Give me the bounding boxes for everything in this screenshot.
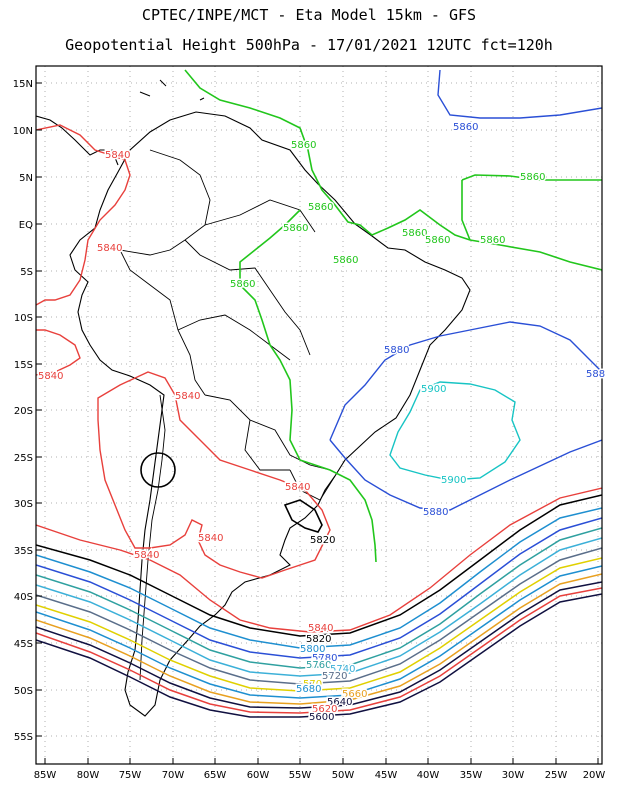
contour-label: 5880 (423, 507, 448, 518)
lat-label: 55S (14, 732, 33, 743)
map-title: CPTEC/INPE/MCT - Eta Model 15km - GFS (141, 6, 477, 24)
contour-label: 5900 (441, 475, 466, 486)
contour-label: 5860 (291, 140, 316, 151)
contour-label: 570 (303, 679, 322, 690)
lon-label: 75W (119, 770, 142, 781)
lat-label: 30S (14, 499, 33, 510)
lon-label: 20W (583, 770, 606, 781)
lat-label: 20S (14, 406, 33, 417)
lat-label: 15S (14, 360, 33, 371)
contour-label: 5880 (384, 345, 409, 356)
lon-label: 60W (247, 770, 270, 781)
contour-label: 5860 (308, 202, 333, 213)
contour-label: 5860 (283, 223, 308, 234)
contour-label: 5800 (300, 644, 325, 655)
contour-label: 5820 (306, 634, 331, 645)
contour-label: 5620 (312, 704, 337, 715)
contour-5880-blue (329, 69, 602, 511)
contour-5860-green (184, 69, 602, 563)
map-frame (35, 65, 603, 765)
contour-label: 5840 (97, 243, 122, 254)
contour-label: 5860 (333, 255, 358, 266)
lat-label: 40S (14, 592, 33, 603)
coastline-south-america (69, 111, 471, 717)
contour-label: 5860 (425, 235, 450, 246)
lon-label: 45W (375, 770, 398, 781)
contour-label: 5660 (342, 689, 367, 700)
lon-label: 40W (417, 770, 440, 781)
lon-label: 80W (77, 770, 100, 781)
contour-label: 5680 (296, 684, 321, 695)
contour-band-southern (36, 494, 602, 718)
contour-label: 5840 (134, 550, 159, 561)
lat-labels: 15N 10N 5N EQ 5S 10S 15S 20S 25S 30S 35S… (13, 79, 33, 743)
lat-label: 45S (14, 639, 33, 650)
lat-label: 25S (14, 453, 33, 464)
contour-label: 5860 (480, 235, 505, 246)
contour-label: 5740 (330, 664, 355, 675)
lon-label: 65W (204, 770, 227, 781)
contour-label: 588 (586, 369, 605, 380)
contour-label: 5780 (312, 653, 337, 664)
coastline-central-america (36, 115, 119, 166)
contour-label: 5840 (285, 482, 310, 493)
lat-label: 35S (14, 546, 33, 557)
contour-label: 5860 (520, 172, 545, 183)
contour-label: 5900 (421, 384, 446, 395)
contour-label: 5840 (175, 391, 200, 402)
contour-label: 5860 (402, 228, 427, 239)
contour-closed-5820 (283, 499, 323, 533)
lat-label: EQ (19, 220, 33, 231)
contour-label: 5840 (198, 533, 223, 544)
lat-label: 5N (19, 173, 33, 184)
contour-label: 5600 (309, 712, 334, 723)
lon-label: 25W (545, 770, 568, 781)
lat-label: 15N (13, 79, 33, 90)
lon-labels: 85W 80W 75W 70W 65W 60W 55W 50W 45W 40W … (34, 770, 606, 781)
contour-5900-cyan (389, 381, 521, 481)
contour-label: 5860 (453, 122, 478, 133)
contour-labels: 5860 5860 5860 5860 5860 5860 5860 5860 … (37, 121, 607, 725)
contour-label: 5640 (327, 697, 352, 708)
lon-label: 70W (162, 770, 185, 781)
contour-label: 5840 (38, 371, 63, 382)
lon-label: 50W (332, 770, 355, 781)
contour-5840-red (36, 124, 602, 633)
lat-label: 10S (14, 313, 33, 324)
contour-label: 5840 (105, 150, 130, 161)
lon-label: 85W (34, 770, 57, 781)
contour-label: 5760 (306, 660, 331, 671)
lat-label: 50S (14, 686, 33, 697)
axis-ticks (36, 82, 599, 764)
contour-closed-black (140, 452, 176, 488)
contour-label: 5840 (308, 623, 333, 634)
coastline-caribbean (139, 79, 205, 101)
contour-label: 5720 (322, 671, 347, 682)
contour-label: 5820 (310, 535, 335, 546)
lat-label: 5S (20, 267, 33, 278)
lon-label: 55W (289, 770, 312, 781)
lon-label: 35W (460, 770, 483, 781)
map-subtitle: Geopotential Height 500hPa - 17/01/2021 … (65, 36, 553, 54)
lon-label: 30W (502, 770, 525, 781)
lat-label: 10N (13, 126, 33, 137)
contour-label: 5860 (230, 279, 255, 290)
